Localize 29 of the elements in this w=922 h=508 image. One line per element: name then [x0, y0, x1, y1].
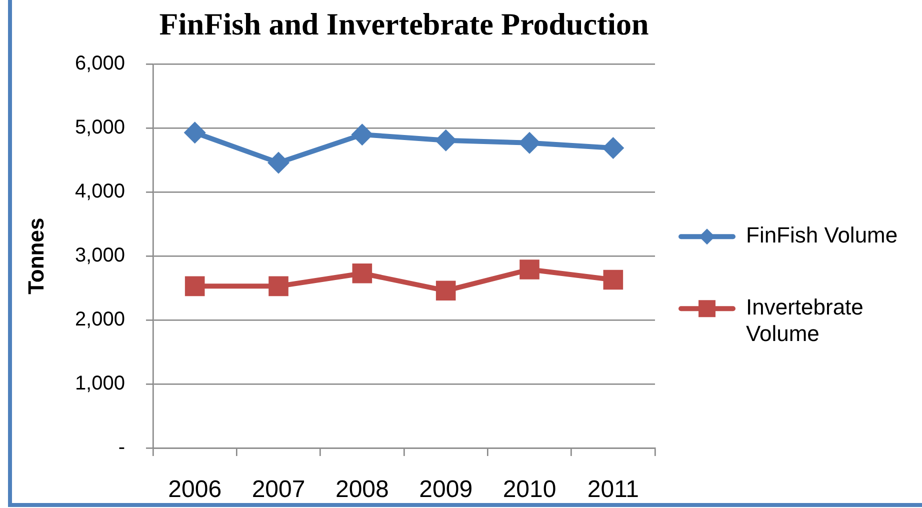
x-tick-label: 2007 — [252, 476, 306, 504]
point — [436, 280, 456, 301]
y-tick-label: 6,000 — [74, 52, 125, 75]
y-tick-label: - — [118, 436, 125, 459]
y-tick-label: 5,000 — [74, 116, 125, 139]
x-tick-label: 2009 — [419, 476, 473, 504]
x-tick-label: 2006 — [168, 476, 222, 504]
x-tick-label: 2011 — [587, 476, 639, 504]
point — [268, 152, 290, 174]
point — [184, 122, 206, 144]
point — [602, 136, 624, 159]
point — [603, 270, 624, 290]
y-tick-label: 2,000 — [74, 308, 125, 331]
point — [351, 124, 374, 146]
x-tick-label: 2010 — [502, 476, 556, 504]
legend-label: Invertebrate Volume — [746, 294, 864, 346]
point — [268, 276, 288, 296]
legend-label: FinFish Volume — [746, 222, 898, 248]
y-tick-label: 4,000 — [74, 180, 125, 203]
y-tick-label: 3,000 — [74, 244, 125, 267]
y-axis-title: Tonnes — [23, 218, 48, 294]
x-tick-label: 2008 — [335, 476, 389, 504]
point — [352, 263, 372, 284]
y-tick-label: 1,000 — [74, 372, 125, 395]
chart-title: FinFish and Invertebrate Production — [159, 6, 649, 42]
point — [434, 129, 457, 152]
point — [184, 276, 205, 296]
point — [520, 260, 540, 280]
point — [518, 132, 540, 154]
